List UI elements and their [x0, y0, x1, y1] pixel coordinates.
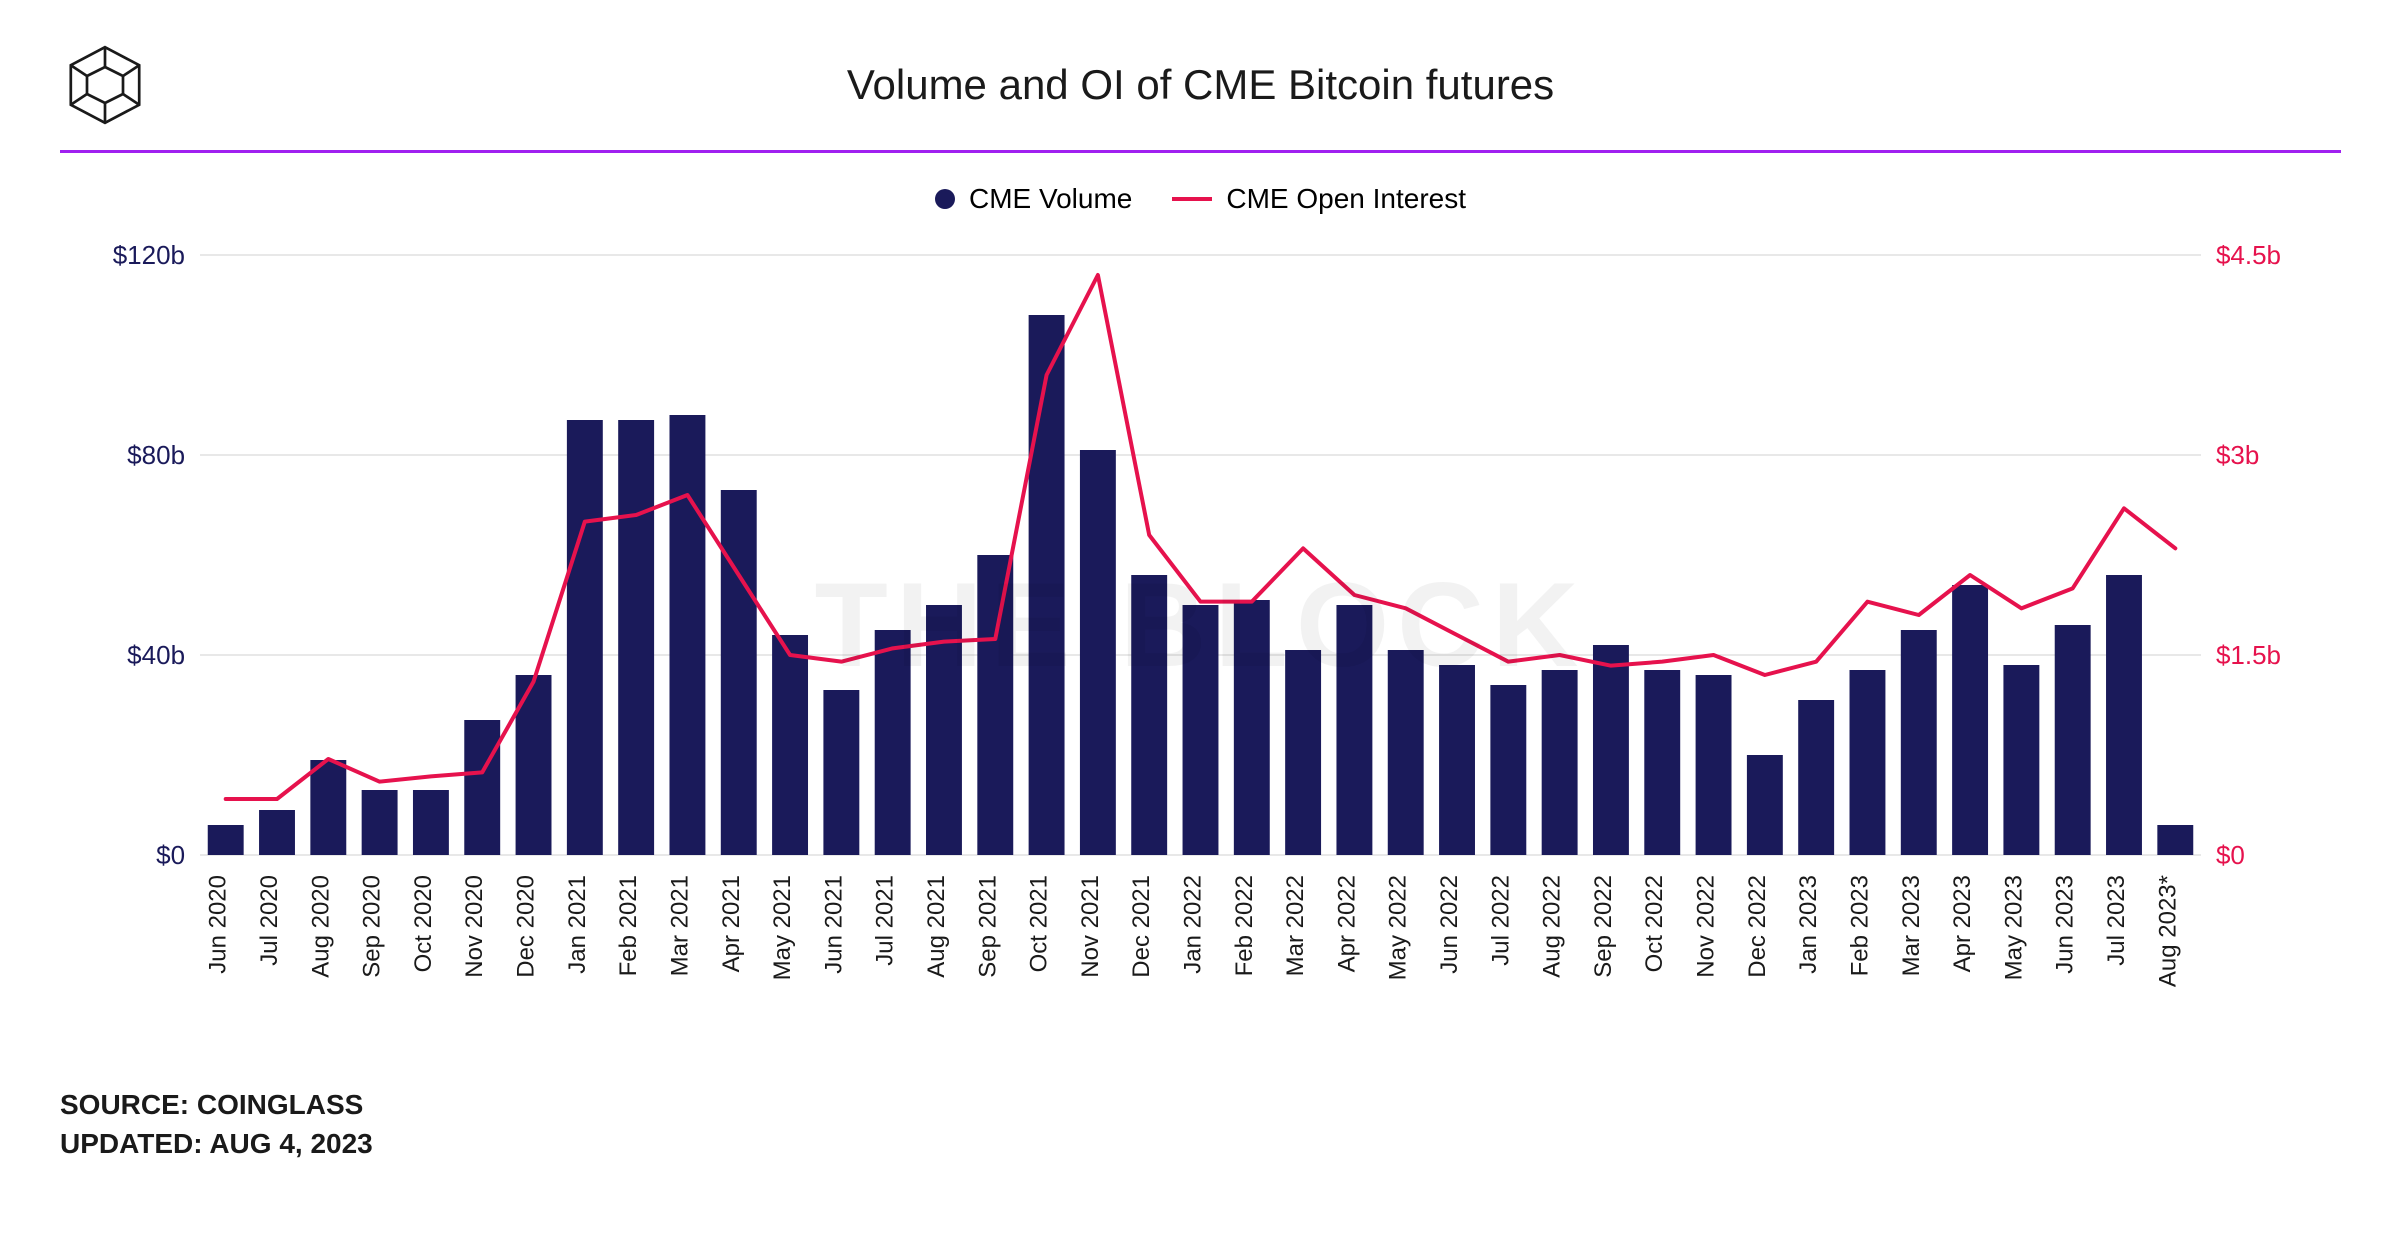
updated-label: UPDATED: AUG 4, 2023	[60, 1124, 2341, 1163]
x-label: Jan 2021	[564, 875, 591, 974]
x-label: May 2023	[2000, 875, 2027, 980]
x-label: Jun 2022	[1436, 875, 1463, 974]
x-label: Feb 2022	[1231, 875, 1258, 976]
bar	[1798, 700, 1834, 855]
bar	[1696, 675, 1732, 855]
legend-label-oi: CME Open Interest	[1226, 183, 1466, 215]
bar	[721, 490, 757, 855]
source-label: SOURCE: COINGLASS	[60, 1085, 2341, 1124]
x-label: Sep 2021	[974, 875, 1001, 978]
bar	[259, 810, 295, 855]
legend-item-volume: CME Volume	[935, 183, 1132, 215]
bar	[1336, 605, 1372, 855]
x-label: Mar 2021	[666, 875, 693, 976]
x-label: Feb 2023	[1846, 875, 1873, 976]
bar	[1901, 630, 1937, 855]
x-label: Apr 2021	[718, 875, 745, 972]
x-label: Aug 2021	[923, 875, 950, 978]
legend: CME Volume CME Open Interest	[60, 183, 2341, 215]
bar	[1388, 650, 1424, 855]
x-label: Jun 2020	[205, 875, 232, 974]
chart-svg: $0 $40b $80b $120b $0 $1.5b $3b $4.5b Jun 2020 Ju…	[90, 245, 2311, 1005]
bar	[669, 415, 705, 855]
bar	[1285, 650, 1321, 855]
bar	[2055, 625, 2091, 855]
x-label: Apr 2022	[1333, 875, 1360, 972]
y-left-label: $40b	[127, 640, 185, 670]
x-label: Jul 2021	[872, 875, 899, 966]
x-label: Aug 2023*	[2154, 875, 2181, 987]
bar	[362, 790, 398, 855]
x-label: Dec 2021	[1128, 875, 1155, 978]
chart-title: Volume and OI of CME Bitcoin futures	[190, 61, 2341, 109]
x-label: Nov 2020	[461, 875, 488, 978]
x-label: Aug 2022	[1539, 875, 1566, 978]
x-label: Jun 2023	[2052, 875, 2079, 974]
bar	[2106, 575, 2142, 855]
x-label: Jul 2023	[2103, 875, 2130, 966]
x-label: Oct 2020	[410, 875, 437, 972]
bar	[1234, 600, 1270, 855]
legend-label-volume: CME Volume	[969, 183, 1132, 215]
bar	[1029, 315, 1065, 855]
x-label: Mar 2023	[1898, 875, 1925, 976]
y-left-label: $0	[156, 840, 185, 870]
y-left-label: $120b	[113, 245, 185, 270]
bar	[618, 420, 654, 855]
bar	[208, 825, 244, 855]
x-label: May 2022	[1385, 875, 1412, 980]
bar	[413, 790, 449, 855]
x-label: Aug 2020	[307, 875, 334, 978]
legend-item-oi: CME Open Interest	[1172, 183, 1466, 215]
bar	[2003, 665, 2039, 855]
x-label: Dec 2020	[513, 875, 540, 978]
bar	[875, 630, 911, 855]
chart-area: THE BLOCK $0$40b$80b$120b$0$1.5b$3b$4.5b…	[90, 245, 2311, 1005]
y-right-label: $1.5b	[2216, 640, 2281, 670]
bar	[823, 690, 859, 855]
x-label: Dec 2022	[1744, 875, 1771, 978]
bar	[1490, 685, 1526, 855]
bar	[1593, 645, 1629, 855]
x-label: May 2021	[769, 875, 796, 980]
y-right-label: $0	[2216, 840, 2245, 870]
legend-marker-circle	[935, 189, 955, 209]
bar	[772, 635, 808, 855]
y-right-label: $4.5b	[2216, 245, 2281, 270]
bar	[1080, 450, 1116, 855]
bar	[1131, 575, 1167, 855]
bar	[310, 760, 346, 855]
bar	[1644, 670, 1680, 855]
y-right-label: $3b	[2216, 440, 2259, 470]
bar	[1439, 665, 1475, 855]
x-label: Jan 2023	[1795, 875, 1822, 974]
x-label: Jul 2020	[256, 875, 283, 966]
x-label: Nov 2022	[1693, 875, 1720, 978]
bar	[567, 420, 603, 855]
x-label: Mar 2022	[1282, 875, 1309, 976]
legend-marker-line	[1172, 197, 1212, 201]
bar	[1952, 585, 1988, 855]
divider	[60, 150, 2341, 153]
y-left-label: $80b	[127, 440, 185, 470]
x-label: Feb 2021	[615, 875, 642, 976]
logo-icon	[60, 40, 150, 130]
x-label: Nov 2021	[1077, 875, 1104, 978]
bar	[1542, 670, 1578, 855]
bar	[1850, 670, 1886, 855]
x-label: Jan 2022	[1179, 875, 1206, 974]
bar	[1183, 605, 1219, 855]
x-label: Oct 2021	[1026, 875, 1053, 972]
x-label: Sep 2020	[359, 875, 386, 978]
bar	[1747, 755, 1783, 855]
x-label: Sep 2022	[1590, 875, 1617, 978]
bar	[464, 720, 500, 855]
x-label: Oct 2022	[1641, 875, 1668, 972]
bar	[2157, 825, 2193, 855]
footer: SOURCE: COINGLASS UPDATED: AUG 4, 2023	[60, 1085, 2341, 1163]
x-label: Apr 2023	[1949, 875, 1976, 972]
bar	[977, 555, 1013, 855]
x-label: Jul 2022	[1487, 875, 1514, 966]
x-label: Jun 2021	[820, 875, 847, 974]
